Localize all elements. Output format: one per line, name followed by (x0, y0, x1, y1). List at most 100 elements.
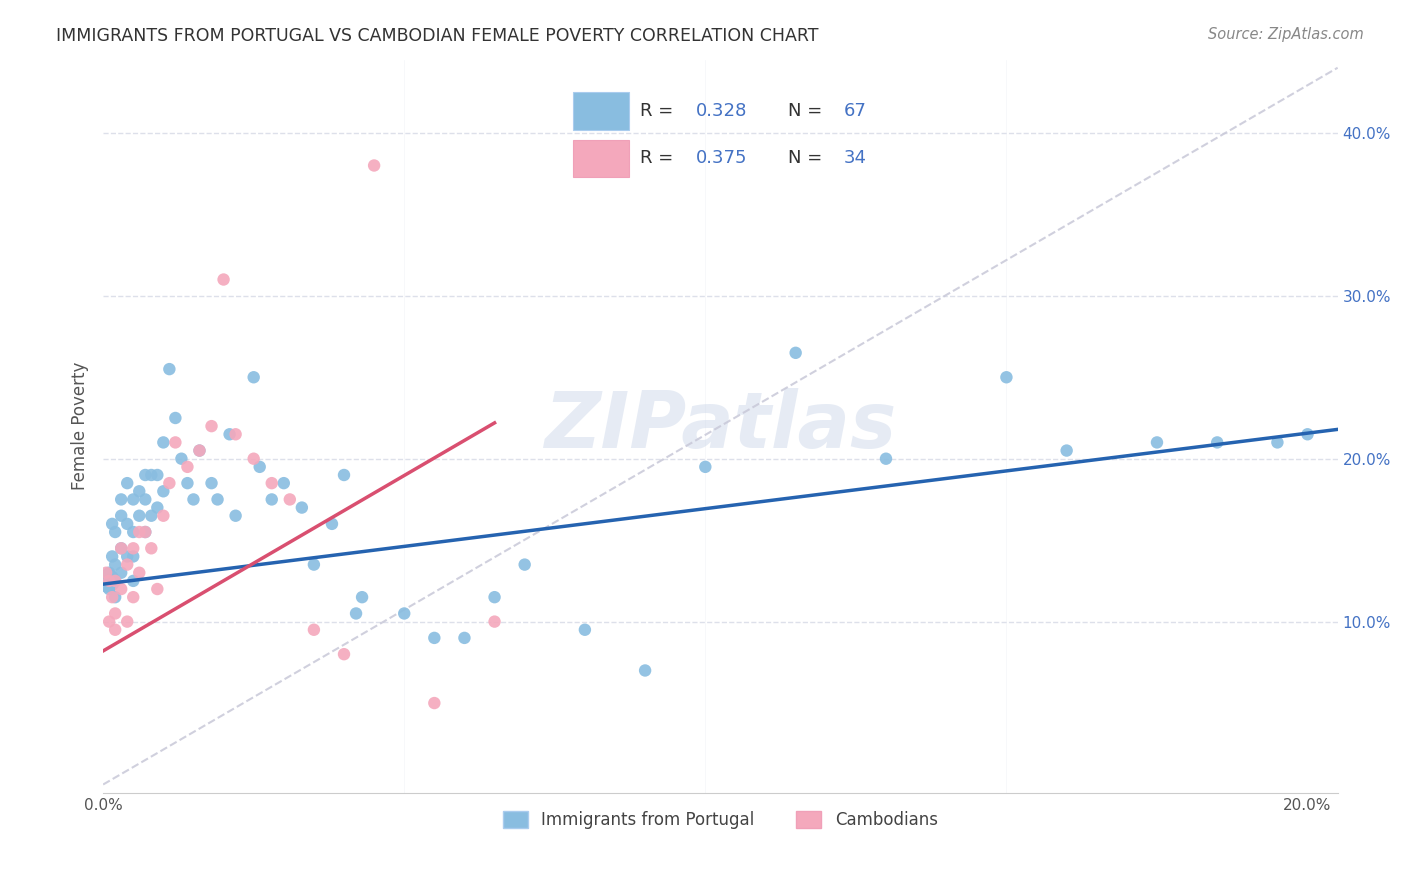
Point (574, 623, 596, 637)
Point (333, 468, 356, 483)
Point (128, 566, 150, 580)
Point (134, 492, 156, 507)
Point (242, 370, 264, 384)
Point (1056, 443, 1078, 458)
Y-axis label: Female Poverty: Female Poverty (72, 362, 89, 491)
Point (188, 443, 211, 458)
Point (260, 476, 283, 491)
Point (122, 524, 145, 539)
Point (225, 508, 247, 523)
Point (104, 574, 127, 588)
Point (104, 607, 127, 621)
Point (104, 558, 127, 572)
Text: Source: ZipAtlas.com: Source: ZipAtlas.com (1208, 27, 1364, 42)
Point (97, 574, 120, 588)
Point (1146, 435, 1168, 450)
Point (110, 492, 132, 507)
Point (200, 419, 222, 434)
Point (115, 476, 138, 491)
Point (134, 468, 156, 483)
Point (101, 516, 124, 531)
Point (875, 451, 897, 466)
Point (394, 607, 416, 621)
Point (212, 272, 235, 286)
Point (128, 484, 150, 499)
Point (122, 492, 145, 507)
Text: IMMIGRANTS FROM PORTUGAL VS CAMBODIAN FEMALE POVERTY CORRELATION CHART: IMMIGRANTS FROM PORTUGAL VS CAMBODIAN FE… (56, 27, 818, 45)
Point (484, 590, 506, 604)
Point (110, 541, 132, 556)
Point (104, 574, 127, 588)
Point (101, 590, 124, 604)
Point (183, 492, 205, 507)
Point (110, 508, 132, 523)
Point (98, 574, 121, 588)
Point (98, 566, 121, 580)
Legend: Immigrants from Portugal, Cambodians: Immigrants from Portugal, Cambodians (496, 804, 945, 836)
Point (278, 492, 301, 507)
Point (134, 524, 156, 539)
Point (423, 696, 446, 710)
Point (302, 558, 325, 572)
Point (110, 541, 132, 556)
Point (122, 590, 145, 604)
Point (165, 411, 187, 425)
Point (157, 362, 180, 376)
Point (146, 582, 169, 596)
Point (273, 476, 295, 491)
Point (152, 435, 174, 450)
Point (176, 459, 198, 474)
Point (1267, 435, 1289, 450)
Point (260, 492, 283, 507)
Point (115, 516, 138, 531)
Point (484, 615, 506, 629)
Point (152, 508, 174, 523)
Point (128, 524, 150, 539)
Point (207, 492, 229, 507)
Point (453, 631, 475, 645)
Point (242, 451, 264, 466)
Point (134, 524, 156, 539)
Point (363, 159, 385, 173)
Point (695, 459, 717, 474)
Text: ZIPatlas: ZIPatlas (544, 388, 897, 464)
Point (94, 566, 117, 580)
Point (101, 549, 124, 564)
Point (146, 500, 169, 515)
Point (188, 443, 211, 458)
Point (423, 631, 446, 645)
Point (176, 476, 198, 491)
Point (291, 500, 314, 515)
Point (122, 541, 145, 556)
Point (122, 574, 145, 588)
Point (170, 451, 193, 466)
Point (110, 582, 132, 596)
Point (115, 558, 138, 572)
Point (218, 427, 240, 442)
Point (634, 664, 657, 678)
Point (115, 549, 138, 564)
Point (152, 484, 174, 499)
Point (141, 541, 163, 556)
Point (104, 524, 127, 539)
Point (104, 623, 127, 637)
Point (352, 590, 374, 604)
Point (513, 558, 536, 572)
Point (321, 516, 343, 531)
Point (141, 508, 163, 523)
Point (146, 468, 169, 483)
Point (302, 623, 325, 637)
Point (344, 607, 367, 621)
Point (333, 647, 356, 661)
Point (165, 435, 187, 450)
Point (98, 582, 121, 596)
Point (995, 370, 1018, 384)
Point (122, 549, 145, 564)
Point (157, 476, 180, 491)
Point (225, 427, 247, 442)
Point (141, 468, 163, 483)
Point (1206, 435, 1229, 450)
Point (115, 615, 138, 629)
Point (98, 615, 121, 629)
Point (104, 590, 127, 604)
